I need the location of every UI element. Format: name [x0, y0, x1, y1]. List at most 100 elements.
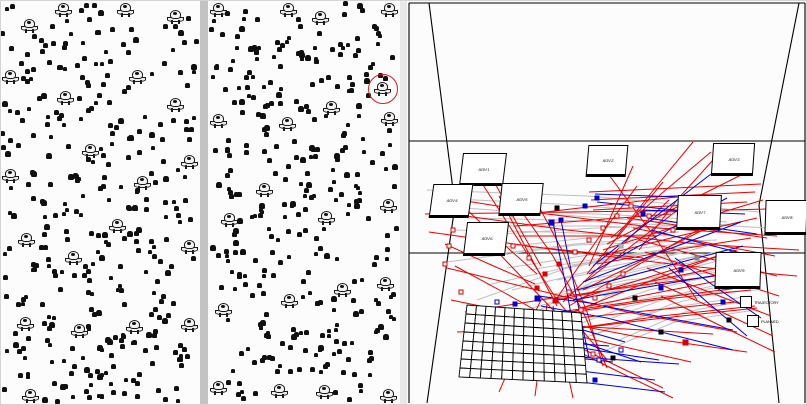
rack-agv-1[interactable]: AGV-1: [458, 153, 508, 186]
robot-sprite[interactable]: [166, 9, 184, 25]
grid-cell: [512, 361, 524, 372]
robot-sprite[interactable]: [379, 198, 397, 213]
robot-sprite[interactable]: [270, 383, 288, 398]
robot-sprite[interactable]: [323, 100, 341, 116]
obstacle-dot: [332, 389, 338, 395]
obstacle-dot: [184, 126, 190, 132]
obstacle-dot: [110, 363, 116, 369]
legend-item[interactable]: TRAJECTORY: [740, 296, 779, 308]
obstacle-dot: [244, 75, 250, 81]
obstacle-dot: [231, 59, 236, 64]
obstacle-dot: [132, 340, 138, 346]
obstacle-dot: [225, 254, 230, 259]
robot-sprite[interactable]: [167, 97, 185, 113]
robot-sprite[interactable]: [134, 175, 152, 190]
rack-agv-2[interactable]: AGV-2: [585, 145, 629, 177]
obstacle-dot: [379, 150, 385, 156]
robot-sprite[interactable]: [126, 319, 144, 335]
robot-sprite[interactable]: [214, 302, 232, 318]
robot-sprite[interactable]: [82, 143, 100, 158]
robot-sprite[interactable]: [22, 388, 40, 403]
obstacle-dot: [318, 348, 323, 353]
obstacle-dot: [327, 187, 333, 193]
obstacle-dot: [25, 182, 31, 188]
warehouse-3d-scene[interactable]: AGV-1 AGV-2 AGV-3 AGV-4 AGV-5 AGV-6 AGV-7 AGV-8…: [407, 0, 807, 405]
obstacle-dot: [211, 18, 216, 23]
obstacle-dot: [91, 261, 96, 266]
rack-agv-3[interactable]: AGV-3: [710, 143, 756, 176]
obstacle-dot: [209, 244, 216, 251]
obstacle-dot: [299, 330, 304, 335]
rack-label: AGV-1: [478, 166, 490, 172]
robot-sprite[interactable]: [210, 380, 227, 395]
obstacle-dot: [347, 396, 353, 402]
rack-agv-8[interactable]: AGV-8: [764, 200, 807, 235]
robot-sprite[interactable]: [279, 116, 297, 131]
obstacle-dot: [238, 26, 245, 33]
robot-sprite[interactable]: [279, 2, 297, 17]
robot-sprite[interactable]: [381, 2, 398, 17]
robot-sprite[interactable]: [57, 90, 75, 105]
obstacle-dot: [267, 158, 273, 164]
rack-label: AGV-9: [733, 267, 745, 273]
selected-robot-highlight[interactable]: [368, 74, 398, 104]
swarm-field-right[interactable]: [208, 0, 400, 405]
robot-sprite[interactable]: [210, 2, 227, 17]
rack-agv-7[interactable]: AGV-7: [676, 195, 722, 230]
robot-sprite[interactable]: [116, 2, 134, 17]
robot-sprite[interactable]: [181, 317, 198, 333]
obstacle-dot: [352, 278, 358, 284]
robot-sprite[interactable]: [181, 239, 198, 255]
robot-sprite[interactable]: [21, 18, 39, 33]
obstacle-dot: [65, 208, 70, 213]
robot-sprite[interactable]: [108, 218, 126, 233]
legend-item[interactable]: PLANNED: [747, 315, 779, 327]
robot-head: [184, 318, 195, 328]
obstacle-dot: [327, 333, 331, 338]
rack-agv-6[interactable]: AGV-6: [462, 222, 510, 256]
robot-sprite[interactable]: [315, 384, 333, 399]
robot-sprite[interactable]: [312, 10, 330, 25]
robot-sprite[interactable]: [2, 168, 19, 184]
swarm-field-left[interactable]: [0, 0, 200, 405]
robot-sprite[interactable]: [210, 113, 227, 128]
obstacle-dot: [109, 131, 115, 137]
obstacle-dot: [40, 93, 47, 100]
rack-agv-5[interactable]: AGV-5: [498, 183, 544, 216]
rack-agv-4[interactable]: AGV-4: [428, 184, 474, 218]
grid-cell: [542, 318, 554, 330]
robot-sprite[interactable]: [54, 2, 72, 17]
obstacle-dot: [341, 45, 346, 50]
obstacle-dot: [82, 263, 88, 269]
robot-sprite[interactable]: [2, 69, 19, 85]
robot-sprite[interactable]: [255, 182, 273, 198]
robot-sprite[interactable]: [334, 282, 352, 298]
obstacle-dot: [230, 269, 235, 274]
obstacle-dot: [314, 300, 320, 306]
obstacle-dot: [258, 322, 264, 328]
obstacle-dot: [85, 269, 91, 275]
robot-sprite[interactable]: [64, 250, 82, 265]
robot-sprite[interactable]: [17, 232, 35, 247]
robot-sprite[interactable]: [71, 323, 88, 339]
robot-sprite[interactable]: [376, 276, 394, 291]
robot-sprite[interactable]: [128, 69, 146, 85]
obstacle-dot: [293, 331, 299, 337]
robot-sprite[interactable]: [181, 154, 198, 170]
obstacle-dot: [150, 71, 154, 76]
robot-sprite[interactable]: [318, 210, 336, 225]
robot-sprite[interactable]: [380, 388, 398, 403]
obstacle-dot: [261, 355, 267, 361]
obstacle-dot: [128, 27, 134, 33]
rack-agv-9[interactable]: AGV-9: [714, 252, 762, 289]
robot-sprite[interactable]: [280, 293, 298, 309]
robot-sprite[interactable]: [374, 81, 391, 96]
robot-sprite[interactable]: [17, 316, 35, 332]
obstacle-dot: [276, 92, 283, 99]
obstacle-dot: [99, 255, 106, 262]
obstacle-dot: [121, 333, 127, 339]
robot-sprite[interactable]: [220, 212, 238, 228]
robot-sprite[interactable]: [381, 111, 398, 127]
obstacle-dot: [359, 388, 364, 393]
robot-head: [25, 389, 37, 398]
